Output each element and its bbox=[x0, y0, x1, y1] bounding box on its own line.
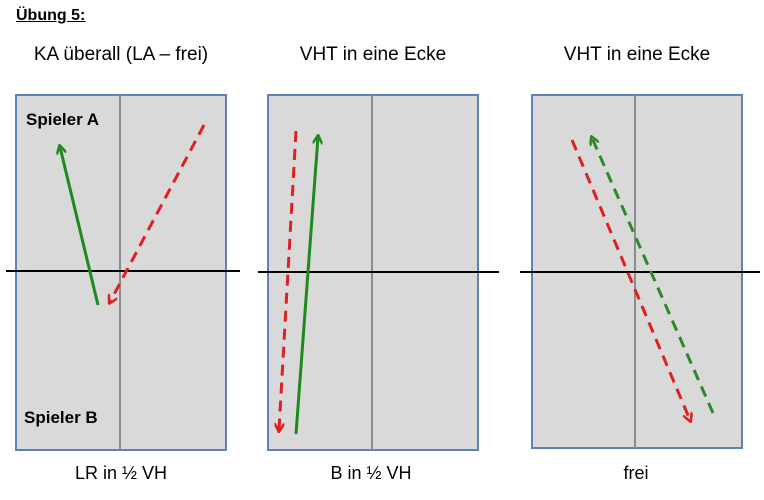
panel-2-title: VHT in eine Ecke bbox=[299, 44, 447, 65]
panel-2 bbox=[258, 94, 499, 451]
panel-1 bbox=[6, 94, 240, 451]
green-dashed-arrow bbox=[592, 138, 715, 414]
panel-3-title: VHT in eine Ecke bbox=[563, 44, 711, 65]
green-solid-arrow bbox=[294, 137, 318, 435]
panel-3 bbox=[520, 94, 760, 449]
exercise-heading: Übung 5: bbox=[16, 7, 86, 24]
red-dashed-arrow bbox=[570, 139, 690, 420]
player-b-label: Spieler B bbox=[24, 408, 98, 427]
red-dashed-arrow bbox=[110, 124, 206, 302]
red-dashed-arrow bbox=[279, 130, 298, 430]
panel-2-caption: B in ½ VH bbox=[330, 463, 412, 483]
player-a-label: Spieler A bbox=[26, 110, 100, 129]
panel-1-caption: LR in ½ VH bbox=[74, 463, 168, 483]
green-solid-arrow bbox=[60, 147, 100, 306]
panel-1-title: KA überall (LA – frei) bbox=[33, 44, 209, 65]
panel-3-caption: frei bbox=[623, 463, 649, 483]
